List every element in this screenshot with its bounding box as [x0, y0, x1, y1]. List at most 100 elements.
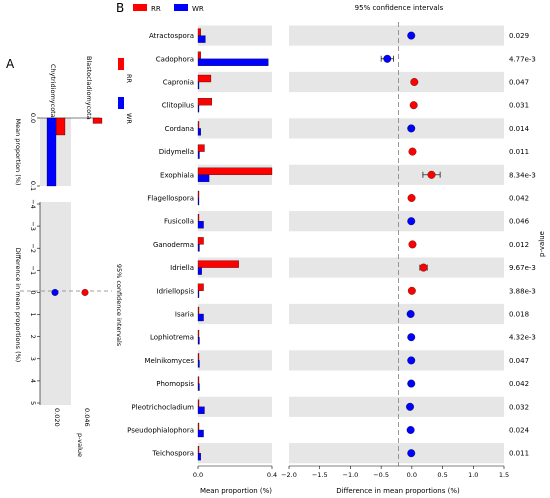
panel-b-row-band — [289, 118, 504, 139]
panel-b-diff-point — [407, 449, 416, 458]
panel-b-bar-tick-label: 0.0 — [193, 471, 203, 479]
panel-b-row-band — [289, 71, 504, 93]
panel-b-category-label: Pleotrichocladium — [131, 403, 194, 411]
panel-a-bar-tick-label: 0.1 — [29, 181, 37, 191]
panel-b-letter: B — [116, 1, 124, 15]
panel-b-bar-wr — [197, 313, 204, 322]
legend-rr-label: RR — [125, 74, 133, 84]
panel-b-category-label: Cordana — [165, 125, 194, 133]
panel-b-diff-point — [410, 78, 419, 86]
panel-a-category-label: Blastocladiomycota — [85, 56, 93, 120]
panel-b-bar-rr — [197, 167, 273, 175]
panel-b-pvalue: 0.047 — [509, 79, 529, 87]
panel-b-pvalue-label: p-value — [538, 231, 546, 257]
panel-b-diff-point — [406, 310, 415, 318]
panel-b-diff-point — [409, 101, 418, 110]
panel-b-bar-rr — [197, 51, 201, 59]
panel-b-diff-tick-label: 1.5 — [499, 471, 509, 479]
panel-a-diff-tick-label: −3 — [29, 221, 37, 231]
panel-b-bar-wr — [197, 406, 205, 414]
panel-b-bar-wr — [197, 197, 200, 206]
panel-b-row-band — [289, 211, 504, 232]
panel-b-bar-wr — [197, 128, 201, 136]
panel-b-pvalue: 8.34e-3 — [509, 171, 536, 179]
panel-b-category-label: Cadophora — [156, 55, 194, 63]
panel-b-diff-point — [427, 170, 436, 179]
panel-b-row-band — [198, 443, 272, 464]
panel-b-bar-rr — [197, 214, 200, 222]
panel-b-bar-wr — [197, 221, 204, 229]
panel-b-bar-wr — [197, 81, 200, 90]
panel-b-pvalue: 0.011 — [509, 450, 529, 458]
panel-b-row-band — [198, 71, 272, 93]
panel-b-category-label: Clitopilus — [162, 102, 195, 110]
panel-a-bar-xlabel: Mean proportion (%) — [14, 119, 22, 186]
panel-b-pvalue: 4.32e-3 — [509, 334, 536, 342]
panel-b-diff-point — [408, 147, 417, 156]
panel-b-diff-point — [407, 286, 416, 295]
panel-b-category-label: Pseudophialophora — [127, 427, 194, 435]
panel-b-bar-rr — [197, 260, 239, 268]
panel-a-diff-area — [40, 202, 71, 405]
panel-b-category-label: Idriellopsis — [157, 287, 195, 295]
panel-b-bar-rr — [197, 28, 201, 36]
panel-b-bar-rr — [197, 330, 200, 338]
panel-a-diff-point — [51, 288, 59, 296]
panel-b-diff-point — [408, 240, 417, 249]
panel-b-diff-point — [406, 402, 414, 411]
panel-b-bar-wr — [197, 290, 200, 298]
panel-b-diff-point — [407, 379, 416, 388]
panel-b-bar-wr — [197, 337, 200, 345]
legend-rr-swatch — [118, 58, 124, 70]
panel-b-bar-rr — [197, 74, 212, 83]
panel-b-category-label: Flagellospora — [147, 195, 194, 203]
panel-a-bar-wr — [46, 117, 57, 187]
panel-a-pvalue-label: p-value — [76, 433, 84, 457]
panel-b-pvalue: 0.047 — [509, 357, 529, 365]
panel-b-pvalue: 0.011 — [509, 148, 529, 156]
panel-b-diff-point — [407, 333, 416, 342]
panel-b-bar-rr — [197, 121, 200, 129]
panel-b-pvalue: 0.042 — [509, 195, 529, 203]
panel-a-diff-tick-label: 4 — [29, 379, 37, 383]
panel-b-diff-tick-label: −2.0 — [281, 471, 297, 479]
panel-b-diff-point — [407, 194, 416, 202]
panel-a-ci-title: 95% confidence intervals — [115, 264, 123, 347]
panel-b-diff-tick-label: −1.0 — [343, 471, 359, 479]
panel-a-diff-tick-label: 1 — [29, 312, 37, 316]
panel-a-bar-rr — [55, 117, 66, 136]
panel-b-row-band — [289, 350, 504, 371]
panel-a-pvalue: 0.046 — [83, 408, 91, 427]
panel-b-ci-title: 95% confidence intervals — [355, 4, 444, 12]
panel-b-category-label: Melnikomyces — [144, 357, 194, 365]
panel-b-bar-tick-label: 0.4 — [267, 471, 277, 479]
panel-b-bar-rr — [197, 422, 200, 431]
panel-b-bar-rr — [197, 98, 213, 106]
panel-b-diff-tick-label: −1.5 — [312, 471, 328, 479]
panel-b-pvalue: 0.024 — [509, 427, 530, 435]
panel-b-pvalue: 9.67e-3 — [509, 264, 536, 272]
panel-b-bar-wr — [197, 244, 200, 252]
panel-b-bar-rr — [197, 446, 200, 454]
panel-b-diff-xlabel: Difference in mean proportions (%) — [336, 487, 460, 495]
panel-b-category-label: Fusicolla — [164, 218, 194, 226]
panel-b-bar-wr — [197, 267, 202, 275]
panel-b-bar-wr — [197, 58, 269, 66]
legend-wr-swatch — [174, 4, 188, 11]
panel-b-bar-wr — [197, 35, 206, 43]
panel-b-row-band — [289, 443, 504, 464]
panel-b-diff-point — [407, 217, 416, 226]
panel-b-diff-point — [383, 54, 392, 63]
panel-b-category-label: Idriella — [170, 264, 194, 272]
panel-b-bar-rr — [197, 190, 200, 199]
panel-b-bar-rr — [197, 144, 205, 152]
panel-b-diff-tick-label: 0.0 — [407, 471, 417, 479]
panel-b-category-label: Ganoderma — [153, 241, 194, 249]
panel-b-diff-point — [419, 263, 428, 272]
panel-b-bar-wr — [197, 105, 200, 113]
panel-b-diff-point — [407, 124, 416, 133]
panel-a-pvalue: 0.020 — [53, 408, 61, 427]
panel-a-category-label: Chytridiomycota — [49, 64, 57, 118]
panel-b-pvalue: 0.046 — [509, 218, 530, 226]
panel-b-diff-tick-label: −0.5 — [373, 471, 389, 479]
